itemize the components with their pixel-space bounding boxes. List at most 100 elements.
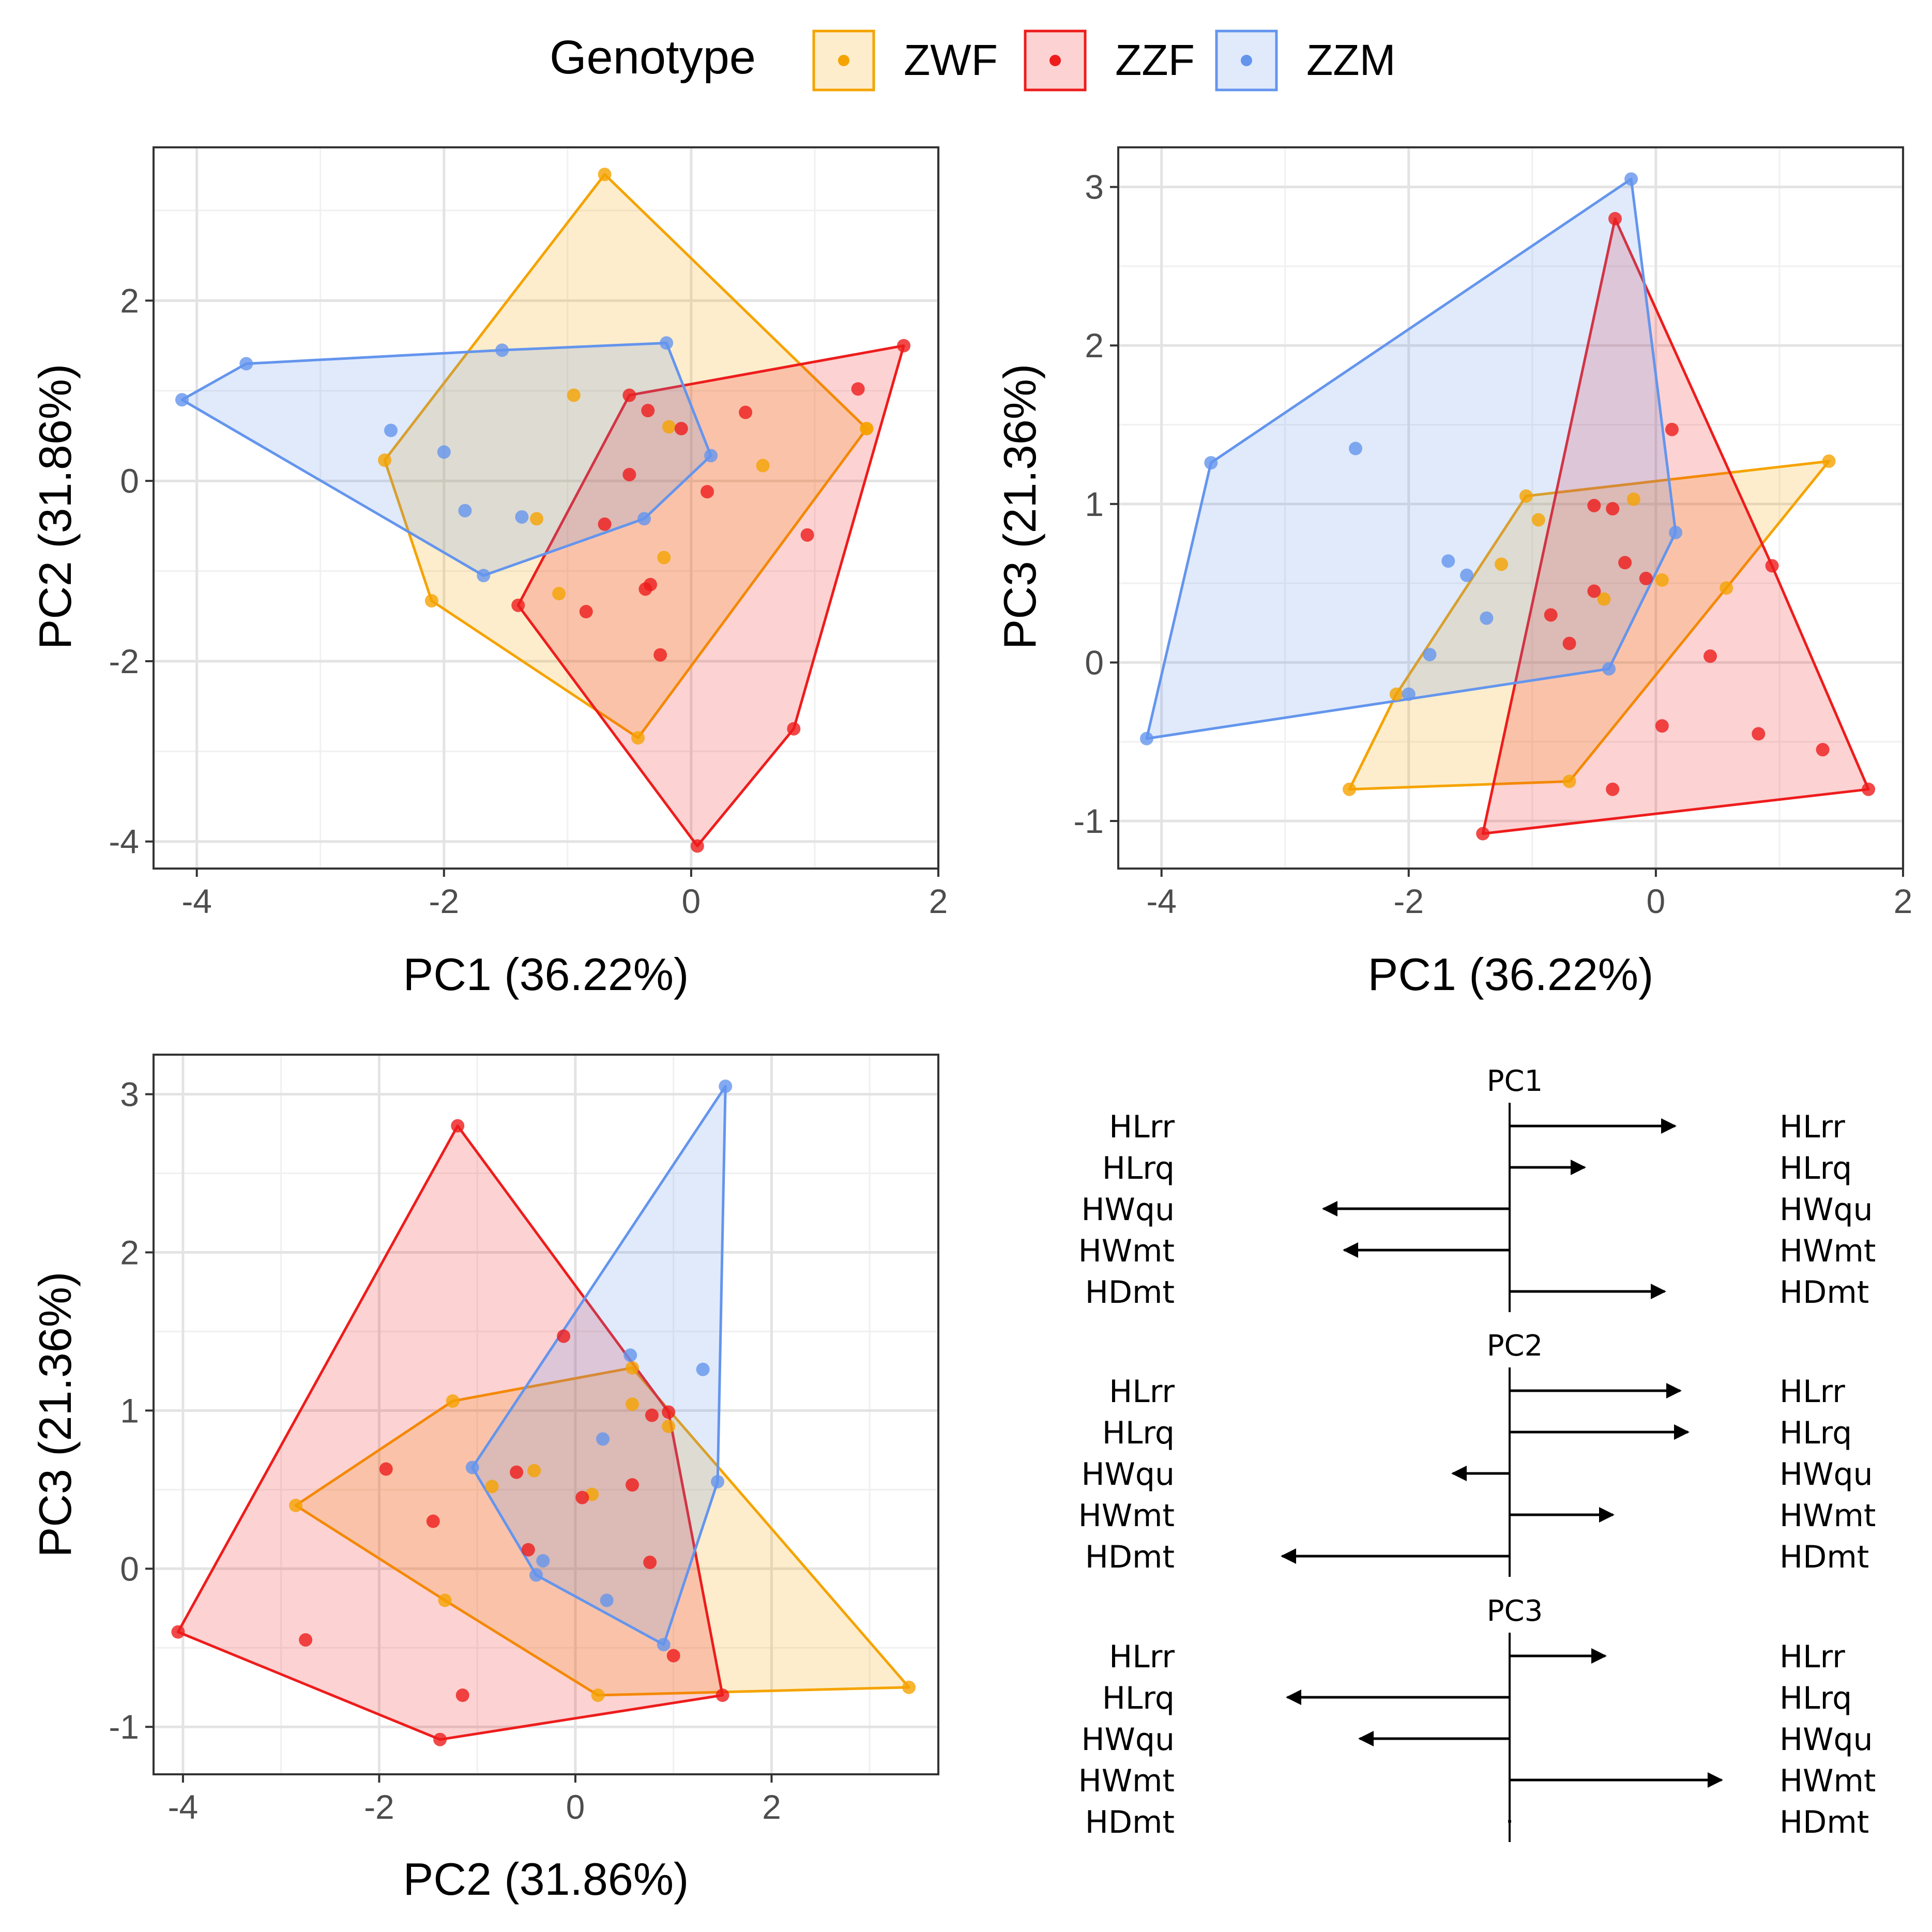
point-zwf — [860, 422, 874, 436]
y-tick-label: 2 — [120, 1233, 139, 1271]
point-zzf — [1606, 782, 1620, 796]
scatter-panel-pc1-pc3: -4 -2 0 2 -1 0 1 2 3 PC1 (36.22%) PC3 (21.36%) — [994, 146, 1913, 1000]
panel-border — [1117, 146, 1904, 870]
point-zzm — [437, 445, 451, 459]
loadings-variable-label-right: HWqu — [1779, 1192, 1873, 1228]
y-tick-label: 1 — [120, 1391, 139, 1429]
point-zwf — [378, 453, 392, 467]
x-tick-label: -2 — [429, 882, 459, 920]
point-zwf — [1562, 774, 1576, 788]
point-zzm — [1348, 442, 1362, 455]
hull-zzm — [471, 1085, 727, 1646]
point-zwf — [530, 512, 544, 526]
point-zzm — [515, 510, 529, 524]
x-tick-label: 0 — [682, 882, 701, 920]
point-zzm — [477, 569, 491, 583]
loadings-block-title: PC1 — [1487, 1064, 1543, 1098]
point-zzf — [455, 1688, 469, 1702]
loadings-block-pc2: PC2 HLrr HLrr HLrq HLrq HWqu HWqu HWmt HWmt HDmt H… — [1078, 1329, 1876, 1577]
loadings-variable-label-left: HWqu — [1081, 1722, 1175, 1758]
hull-zzf — [516, 344, 905, 847]
loadings-variable-label-right: HWmt — [1779, 1763, 1876, 1799]
point-zwf — [1822, 454, 1836, 468]
loadings-variable-label-right: HLrq — [1779, 1415, 1852, 1451]
point-zzf — [1608, 211, 1622, 225]
loadings-variable-label-left: HWmt — [1078, 1233, 1175, 1269]
loadings-variable-label-left: HLrq — [1102, 1680, 1175, 1716]
point-zzm — [1423, 648, 1437, 662]
point-zzf — [800, 528, 814, 542]
scatter-panel-pc2-pc3: -4 -2 0 2 -1 0 1 2 3 PC2 (31.86%) PC3 (21.36%) — [29, 1054, 939, 1905]
point-zzf — [557, 1329, 571, 1343]
point-zzf — [433, 1732, 447, 1746]
point-zwf — [1626, 492, 1640, 506]
loadings-variable-label-left: HWqu — [1081, 1192, 1175, 1228]
loadings-variable-label-right: HWmt — [1779, 1233, 1876, 1269]
point-zzf — [171, 1625, 185, 1639]
point-zzf — [622, 388, 636, 402]
point-zzf — [787, 722, 801, 736]
y-axis-title: PC3 (21.36%) — [994, 364, 1045, 650]
x-tick-label: -4 — [181, 882, 212, 920]
point-zwf — [625, 1397, 639, 1411]
point-zzf — [1665, 422, 1679, 436]
point-zzf — [622, 467, 636, 481]
point-zzf — [1703, 649, 1717, 663]
x-tick-label: 0 — [566, 1788, 585, 1826]
point-zwf — [657, 551, 671, 565]
legend-label-zwf: ZWF — [904, 36, 998, 84]
x-tick-label: 2 — [929, 882, 948, 920]
loadings-variable-label-right: HWqu — [1779, 1722, 1873, 1758]
point-zwf — [289, 1498, 303, 1512]
point-zzf — [645, 1408, 659, 1422]
point-zzf — [1587, 584, 1601, 598]
loadings-variable-label-left: HDmt — [1085, 1804, 1175, 1840]
point-zzm — [623, 1348, 637, 1362]
point-zwf — [1343, 782, 1357, 796]
y-axis-title: PC2 (31.86%) — [29, 364, 81, 650]
loadings-variable-label-left: HLrr — [1109, 1374, 1175, 1410]
loadings-variable-label-right: HDmt — [1779, 1539, 1869, 1575]
loadings-variable-label-left: HLrq — [1102, 1415, 1175, 1451]
point-zwf — [1495, 557, 1509, 571]
point-zzm — [536, 1554, 550, 1568]
panel-border — [153, 1054, 939, 1775]
legend-label-zzm: ZZM — [1306, 36, 1396, 84]
point-zzm — [1402, 687, 1416, 701]
plot-background — [1118, 147, 1903, 869]
x-tick-label: 2 — [762, 1788, 781, 1826]
x-tick-label: 2 — [1894, 882, 1913, 920]
point-zzm — [465, 1461, 479, 1474]
loadings-variable-label-left: HLrr — [1109, 1109, 1175, 1145]
point-zzf — [666, 1649, 680, 1663]
loadings-variable-label-left: HDmt — [1085, 1539, 1175, 1575]
legend-dot-zwf — [838, 55, 849, 66]
loadings-variable-label-left: HWmt — [1078, 1763, 1175, 1799]
hull-zzm — [1145, 177, 1677, 740]
point-zzf — [1476, 827, 1490, 841]
point-zzm — [239, 357, 253, 371]
loadings-block-pc3: PC3 HLrr HLrr HLrq HLrq HWqu HWqu HWmt HWmt HDmt H… — [1078, 1594, 1876, 1842]
point-zzf — [700, 485, 714, 499]
y-tick-label: -1 — [109, 1708, 139, 1746]
plot-background — [154, 1055, 938, 1774]
point-zzm — [657, 1638, 671, 1652]
legend-item-zzf: ZZF — [1024, 29, 1195, 92]
point-zzm — [1480, 611, 1494, 625]
legend: Genotype ZWF ZZF ZZM — [550, 29, 1396, 92]
point-zwf — [567, 388, 581, 402]
point-zwf — [424, 594, 438, 608]
loadings-variable-label-right: HLrr — [1779, 1109, 1845, 1145]
point-zwf — [1519, 489, 1533, 503]
y-tick-label: 2 — [120, 281, 139, 320]
panel-border — [153, 146, 939, 870]
point-zzm — [600, 1593, 614, 1607]
point-zzf — [598, 517, 612, 531]
hull-zzm — [180, 341, 712, 577]
point-zzf — [674, 422, 688, 436]
point-zzf — [1618, 556, 1632, 570]
point-zzm — [711, 1475, 725, 1489]
point-zwf — [1531, 513, 1545, 527]
x-tick-label: -2 — [364, 1788, 394, 1826]
point-zwf — [631, 731, 645, 745]
